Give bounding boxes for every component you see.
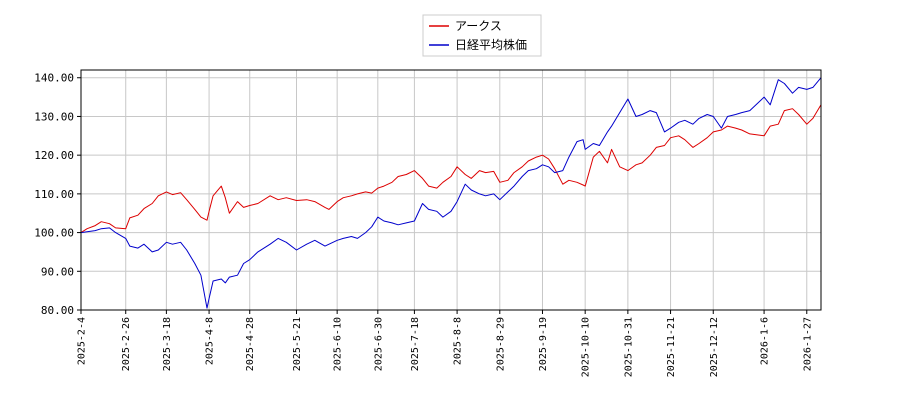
x-tick-label: 2025-8-29 (495, 317, 506, 371)
x-tick-label: 2025-3-18 (162, 317, 173, 371)
axes: 80.00 90.00 100.00 110.00 120.00 130.00 140.00… (34, 69, 822, 377)
x-tick-label: 2025-8-8 (453, 317, 464, 365)
grid (80, 70, 821, 311)
x-tick-label: 2025-2-4 (77, 317, 88, 365)
series-line-arcs (80, 104, 822, 234)
plot-frame (80, 69, 822, 311)
x-tick-label: 2025-4-8 (205, 317, 216, 365)
x-tick-label: 2026-1-6 (760, 317, 771, 365)
x-tick-label: 2025-10-31 (623, 317, 634, 377)
x-tick-label: 2025-2-26 (121, 317, 132, 371)
x-tick-label: 2025-9-19 (538, 317, 549, 371)
series-line-nikkei (80, 77, 822, 309)
x-tick-label: 2025-4-28 (245, 317, 256, 371)
legend: アークス 日経平均株価 (422, 14, 542, 57)
legend-box (422, 14, 542, 57)
legend-label-arcs: アークス (455, 19, 502, 33)
y-tick-label: 110.00 (34, 188, 74, 201)
x-tick-label: 2025-12-12 (709, 317, 720, 377)
series-lines (80, 77, 822, 309)
legend-label-nikkei: 日経平均株価 (455, 37, 527, 52)
x-tick-label: 2025-6-30 (373, 317, 384, 371)
y-tick-label: 140.00 (34, 72, 74, 85)
y-tick-label: 130.00 (34, 110, 74, 123)
x-tick-label: 2025-7-18 (410, 317, 421, 371)
x-tick-label: 2025-6-10 (333, 317, 344, 371)
x-tick-label: 2025-10-10 (581, 317, 592, 377)
y-tick-label: 80.00 (41, 304, 74, 317)
x-tick-label: 2025-5-21 (292, 317, 303, 371)
x-tick-label: 2025-11-21 (666, 317, 677, 377)
y-tick-label: 100.00 (34, 227, 74, 240)
x-tick-label: 2026-1-27 (802, 317, 813, 371)
y-tick-label: 120.00 (34, 149, 74, 162)
y-tick-label: 90.00 (41, 265, 74, 278)
